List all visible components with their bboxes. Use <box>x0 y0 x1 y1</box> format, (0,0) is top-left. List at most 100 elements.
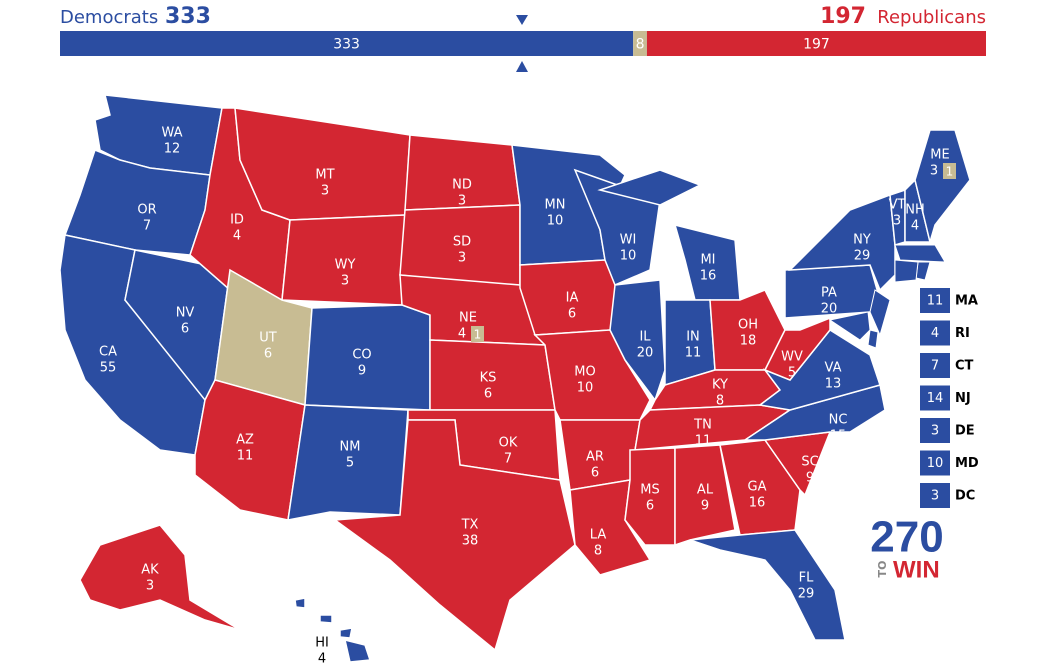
state-ev: 55 <box>100 361 117 376</box>
state-abbr: NH <box>905 203 925 218</box>
small-state-box <box>920 320 950 346</box>
state-abbr: HI <box>315 636 329 651</box>
bar-segment-label: 333 <box>333 37 360 53</box>
state <box>287 404 409 521</box>
state-abbr: KS <box>480 371 497 386</box>
state-ev: 7 <box>504 452 512 467</box>
state-abbr: ND <box>452 178 472 193</box>
small-state-ev: 10 <box>927 456 944 471</box>
rep-label: Republicans <box>877 7 986 28</box>
state-abbr: UT <box>259 331 277 346</box>
state-ev: 16 <box>749 496 766 511</box>
state-ev: 6 <box>568 307 576 322</box>
state-ev: 10 <box>620 249 637 264</box>
state-abbr: CA <box>99 345 117 360</box>
marker-top <box>516 15 528 25</box>
state-abbr: WI <box>620 233 637 248</box>
small-state-box <box>920 450 950 476</box>
state-abbr: ID <box>230 213 244 228</box>
state <box>332 419 576 652</box>
state-ev: 11 <box>237 449 254 464</box>
state-ev: 9 <box>701 499 709 514</box>
small-state-box <box>920 385 950 411</box>
state-abbr: LA <box>590 528 607 543</box>
small-state-abbr: NJ <box>955 391 971 406</box>
small-state-ev: 3 <box>931 489 939 504</box>
logo-to: TO <box>876 561 889 578</box>
state-ev: 9 <box>806 471 814 486</box>
state-abbr: FL <box>799 571 814 586</box>
split-box <box>943 163 956 179</box>
state <box>719 439 801 536</box>
dem-label: Democrats <box>60 7 158 28</box>
state-abbr: IL <box>639 330 651 345</box>
state-abbr: CO <box>352 348 371 363</box>
bar-segment <box>633 31 647 56</box>
state-ev: 4 <box>318 652 326 667</box>
state <box>79 524 241 631</box>
state-abbr: IN <box>686 330 700 345</box>
state-abbr: KY <box>712 378 728 393</box>
state-ev: 10 <box>577 381 594 396</box>
state <box>674 444 736 547</box>
state-ev: 4 <box>233 229 241 244</box>
state-ev: 12 <box>164 142 181 157</box>
state <box>867 329 879 349</box>
dem-total: 333 <box>165 4 211 29</box>
state-abbr: VA <box>825 361 842 376</box>
split-ev: 1 <box>946 165 954 179</box>
state-ev: 3 <box>893 214 901 229</box>
state-abbr: NC <box>829 413 848 428</box>
small-state-ev: 14 <box>927 391 944 406</box>
state <box>894 244 946 263</box>
state-abbr: AR <box>586 450 604 465</box>
state-abbr: TN <box>693 418 712 433</box>
state-abbr: OR <box>137 203 156 218</box>
state-ev: 8 <box>594 544 602 559</box>
state-ev: 38 <box>462 534 479 549</box>
state-ev: 3 <box>341 274 349 289</box>
small-state-ev: 11 <box>927 294 944 309</box>
state <box>689 529 846 641</box>
state-abbr: GA <box>748 480 767 495</box>
state-ev: 11 <box>695 434 712 449</box>
state-ev: 3 <box>458 251 466 266</box>
small-state-ev: 4 <box>931 326 939 341</box>
state-abbr: NV <box>176 306 195 321</box>
state-ev: 7 <box>143 219 151 234</box>
bar-segment <box>60 31 634 56</box>
state-ev: 16 <box>700 269 717 284</box>
small-state-abbr: RI <box>955 326 970 341</box>
state-ev: 4 <box>911 219 919 234</box>
state-abbr: PA <box>821 286 837 301</box>
state-abbr: TX <box>461 518 479 533</box>
state-abbr: NY <box>853 233 871 248</box>
state-ev: 3 <box>321 184 329 199</box>
state-ev: 6 <box>591 466 599 481</box>
small-state-box <box>920 418 950 443</box>
state-abbr: VT <box>889 198 906 213</box>
bar-segment <box>646 31 986 56</box>
state-ev: 5 <box>788 366 796 381</box>
state-ev: 8 <box>716 394 724 409</box>
state-abbr: OH <box>738 318 758 333</box>
split-ev: 1 <box>474 328 482 342</box>
state-abbr: WY <box>335 258 356 273</box>
split-box <box>471 326 484 342</box>
state-ev: 5 <box>346 456 354 471</box>
state-abbr: SD <box>453 235 471 250</box>
state-abbr: MN <box>545 198 566 213</box>
state-ev: 6 <box>181 322 189 337</box>
state-ev: 6 <box>484 387 492 402</box>
state <box>894 259 919 283</box>
state-abbr: WV <box>781 350 803 365</box>
bar-segment-label: 8 <box>636 37 645 53</box>
state-ev: 29 <box>854 249 871 264</box>
small-state-abbr: MA <box>955 294 978 309</box>
state-abbr: MO <box>574 365 595 380</box>
state-ev: 20 <box>821 302 838 317</box>
logo-number: 270 <box>870 513 943 562</box>
logo: 270 TO WIN <box>870 513 943 584</box>
